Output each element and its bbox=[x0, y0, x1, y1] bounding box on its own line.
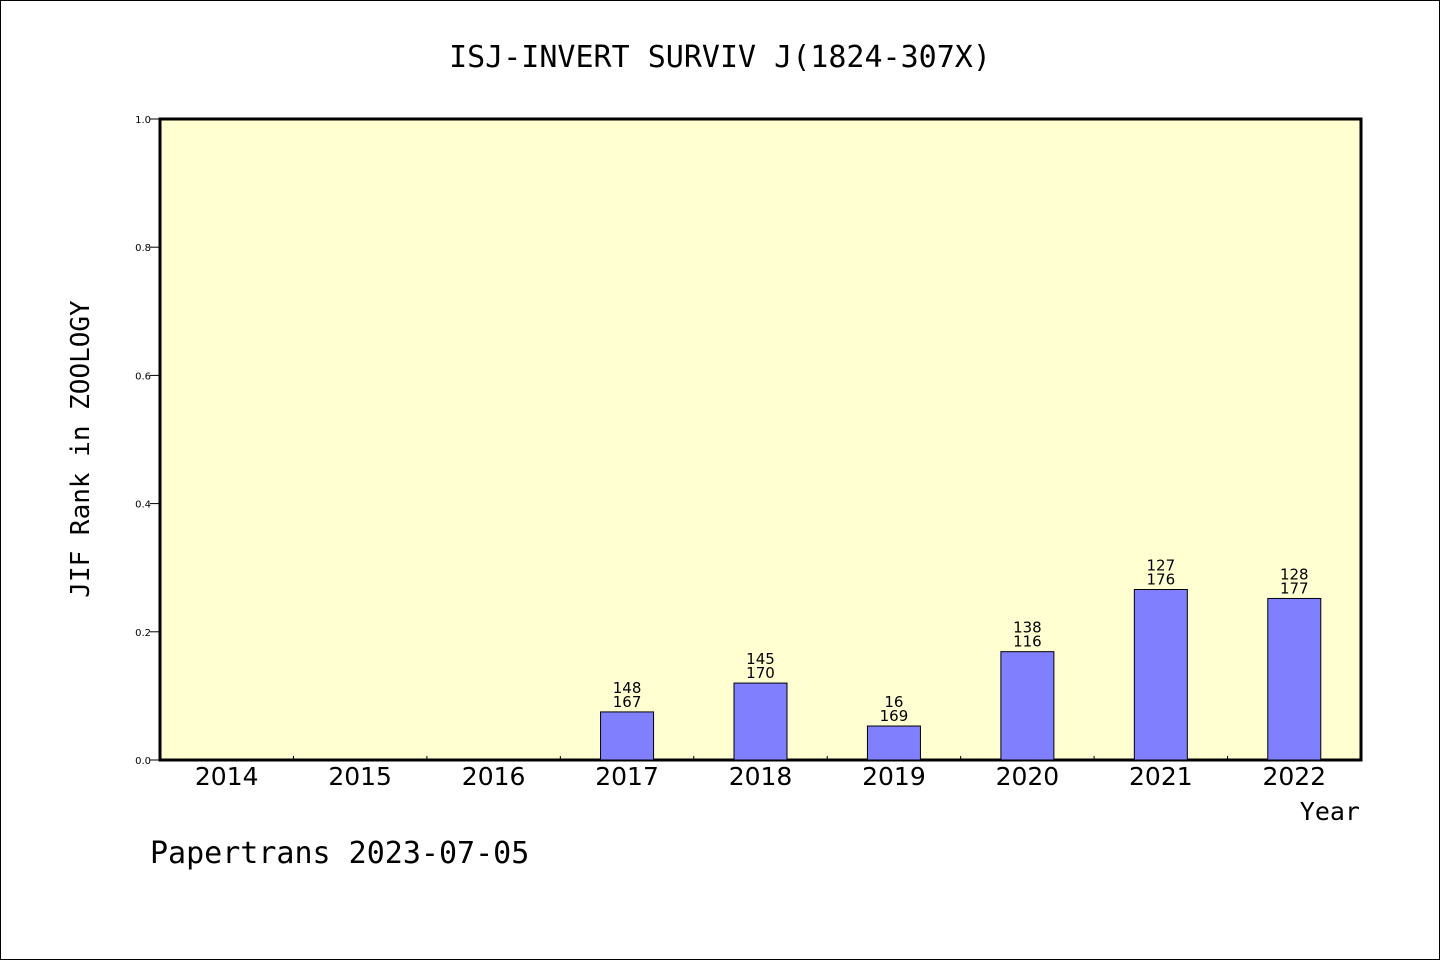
bar-rank-label: 128 bbox=[1280, 565, 1309, 583]
x-tick-label: 2015 bbox=[328, 762, 392, 791]
bar bbox=[1133, 588, 1188, 761]
bar-rank-label: 16 bbox=[884, 693, 903, 711]
x-axis-label: Year bbox=[1300, 797, 1360, 826]
x-tick-label: 2021 bbox=[1129, 762, 1193, 791]
bar bbox=[1267, 597, 1322, 761]
bar-total-label: 116 bbox=[1013, 633, 1042, 651]
x-tick-label: 2017 bbox=[595, 762, 659, 791]
bar-rank-label: 138 bbox=[1013, 619, 1042, 637]
bar-total-label: 167 bbox=[613, 693, 642, 711]
bar-rank-label: 127 bbox=[1147, 556, 1176, 574]
y-tick-label: 0.6 bbox=[135, 371, 151, 382]
y-tick-label: 0.8 bbox=[135, 243, 151, 254]
bar bbox=[1000, 651, 1055, 761]
bar-total-label: 177 bbox=[1280, 579, 1309, 597]
y-axis-label: JIF Rank in ZOOLOGY bbox=[66, 300, 96, 598]
bar-rank-label: 148 bbox=[613, 679, 642, 697]
x-tick-label: 2022 bbox=[1262, 762, 1326, 791]
y-tick-label: 0.2 bbox=[135, 628, 151, 639]
bar-total-label: 176 bbox=[1147, 570, 1176, 588]
y-tick-label: 1.0 bbox=[135, 115, 151, 126]
footer-text: Papertrans 2023-07-05 bbox=[150, 836, 529, 871]
chart-title: ISJ-INVERT SURVIV J(1824-307X) bbox=[449, 40, 991, 75]
bar bbox=[866, 725, 921, 761]
bar bbox=[600, 711, 655, 761]
x-tick-label: 2020 bbox=[996, 762, 1060, 791]
x-tick-label: 2019 bbox=[862, 762, 926, 791]
bar-total-label: 170 bbox=[746, 664, 775, 682]
bar-rank-label: 145 bbox=[746, 650, 775, 668]
bar bbox=[733, 682, 788, 761]
x-tick-label: 2014 bbox=[195, 762, 259, 791]
x-tick-label: 2018 bbox=[729, 762, 793, 791]
x-tick-label: 2016 bbox=[462, 762, 526, 791]
bar-total-label: 169 bbox=[880, 707, 909, 725]
y-tick-label: 0.0 bbox=[135, 756, 151, 767]
y-tick-label: 0.4 bbox=[135, 500, 151, 511]
